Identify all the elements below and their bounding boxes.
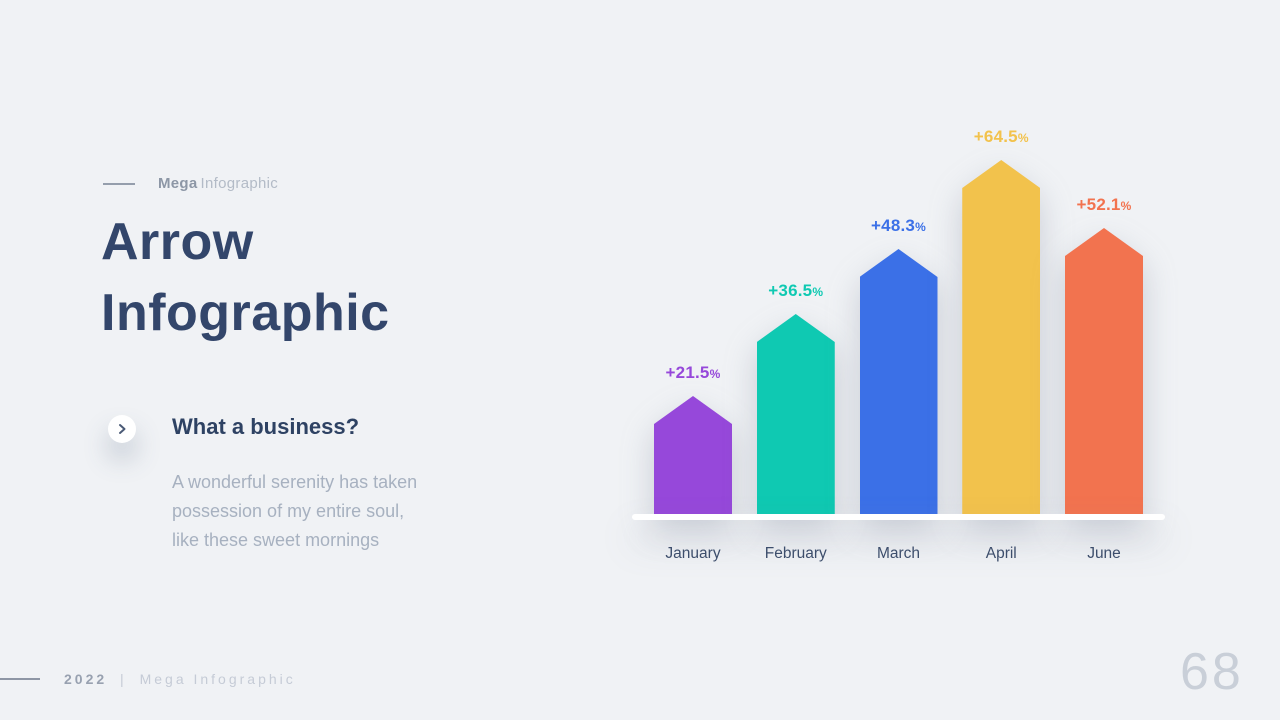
bar-arrow-shape-june — [1065, 228, 1143, 514]
bar-arrow-shape-march — [859, 249, 938, 514]
footer-text: 2022 | Mega Infographic — [64, 671, 296, 687]
eyebrow: Mega Infographic — [103, 175, 278, 192]
page-number: 68 — [1180, 643, 1244, 701]
bar-value-number: +64.5 — [973, 127, 1018, 146]
callout-body-line-3: like these sweet mornings — [172, 530, 380, 550]
bar-value-label-january: +21.5% — [666, 363, 721, 383]
title-line-2: Infographic — [101, 284, 390, 342]
bar-arrow-shape-april — [962, 160, 1041, 514]
bar-arrow-shape-january — [654, 396, 732, 514]
bar-march — [859, 249, 938, 514]
chart-baseline — [632, 514, 1165, 520]
footer-brand: Mega Infographic — [139, 671, 296, 687]
eyebrow-rule — [103, 182, 135, 185]
callout-body-line-1: A wonderful serenity has taken — [172, 472, 418, 492]
bar-value-percent-sign: % — [1120, 199, 1132, 213]
bar-slot-june: +52.1% — [1065, 195, 1143, 514]
bar-arrow-shape-february — [756, 314, 835, 514]
bar-february — [756, 314, 835, 514]
bar-month-label-june: June — [1087, 545, 1121, 562]
bar-value-label-march: +48.3% — [871, 216, 926, 236]
bar-value-number: +21.5 — [665, 363, 710, 382]
arrow-bar-chart: +21.5% +36.5% +48.3% +64.5% +52.1% January Fe… — [632, 127, 1165, 580]
footer-rule — [0, 678, 40, 680]
bar-value-label-june: +52.1% — [1077, 195, 1132, 215]
bar-value-number: +48.3 — [871, 216, 916, 235]
bar-month-label-april: April — [985, 545, 1017, 562]
bar-month-label-march: March — [876, 545, 921, 562]
callout-body-line-2: possession of my entire soul, — [172, 501, 405, 521]
chevron-right-icon — [108, 415, 136, 443]
bar-month-label-january: January — [665, 545, 721, 562]
bar-value-percent-sign: % — [812, 285, 824, 299]
callout-heading: What a business? — [172, 414, 360, 439]
bar-value-percent-sign: % — [1017, 131, 1029, 145]
bar-value-number: +52.1 — [1076, 195, 1121, 214]
page-title: Arrow Infographic — [101, 207, 390, 349]
bar-value-label-april: +64.5% — [974, 127, 1029, 147]
chart-category-labels: January February March April June — [632, 545, 1165, 563]
bar-slot-february: +36.5% — [756, 281, 835, 514]
bar-value-number: +36.5 — [768, 281, 813, 300]
eyebrow-brand: Mega — [158, 175, 198, 192]
title-line-1: Arrow — [101, 213, 254, 271]
bar-value-label-february: +36.5% — [768, 281, 823, 301]
bar-june — [1065, 228, 1143, 514]
bar-value-percent-sign: % — [709, 367, 721, 381]
bar-month-label-february: February — [764, 545, 827, 562]
bar-slot-march: +48.3% — [859, 216, 938, 514]
chevron-right-glyph — [119, 424, 126, 434]
bar-value-percent-sign: % — [915, 220, 926, 234]
footer-year: 2022 — [64, 671, 108, 687]
bar-slot-january: +21.5% — [654, 363, 732, 514]
eyebrow-suffix: Infographic — [200, 175, 279, 192]
callout-body: A wonderful serenity has taken possessio… — [172, 468, 417, 555]
bar-april — [962, 160, 1041, 514]
footer-separator: | — [120, 671, 127, 687]
chart-bars: +21.5% +36.5% +48.3% +64.5% +52.1% — [632, 127, 1165, 514]
bar-january — [654, 396, 732, 514]
bar-slot-april: +64.5% — [962, 127, 1041, 514]
